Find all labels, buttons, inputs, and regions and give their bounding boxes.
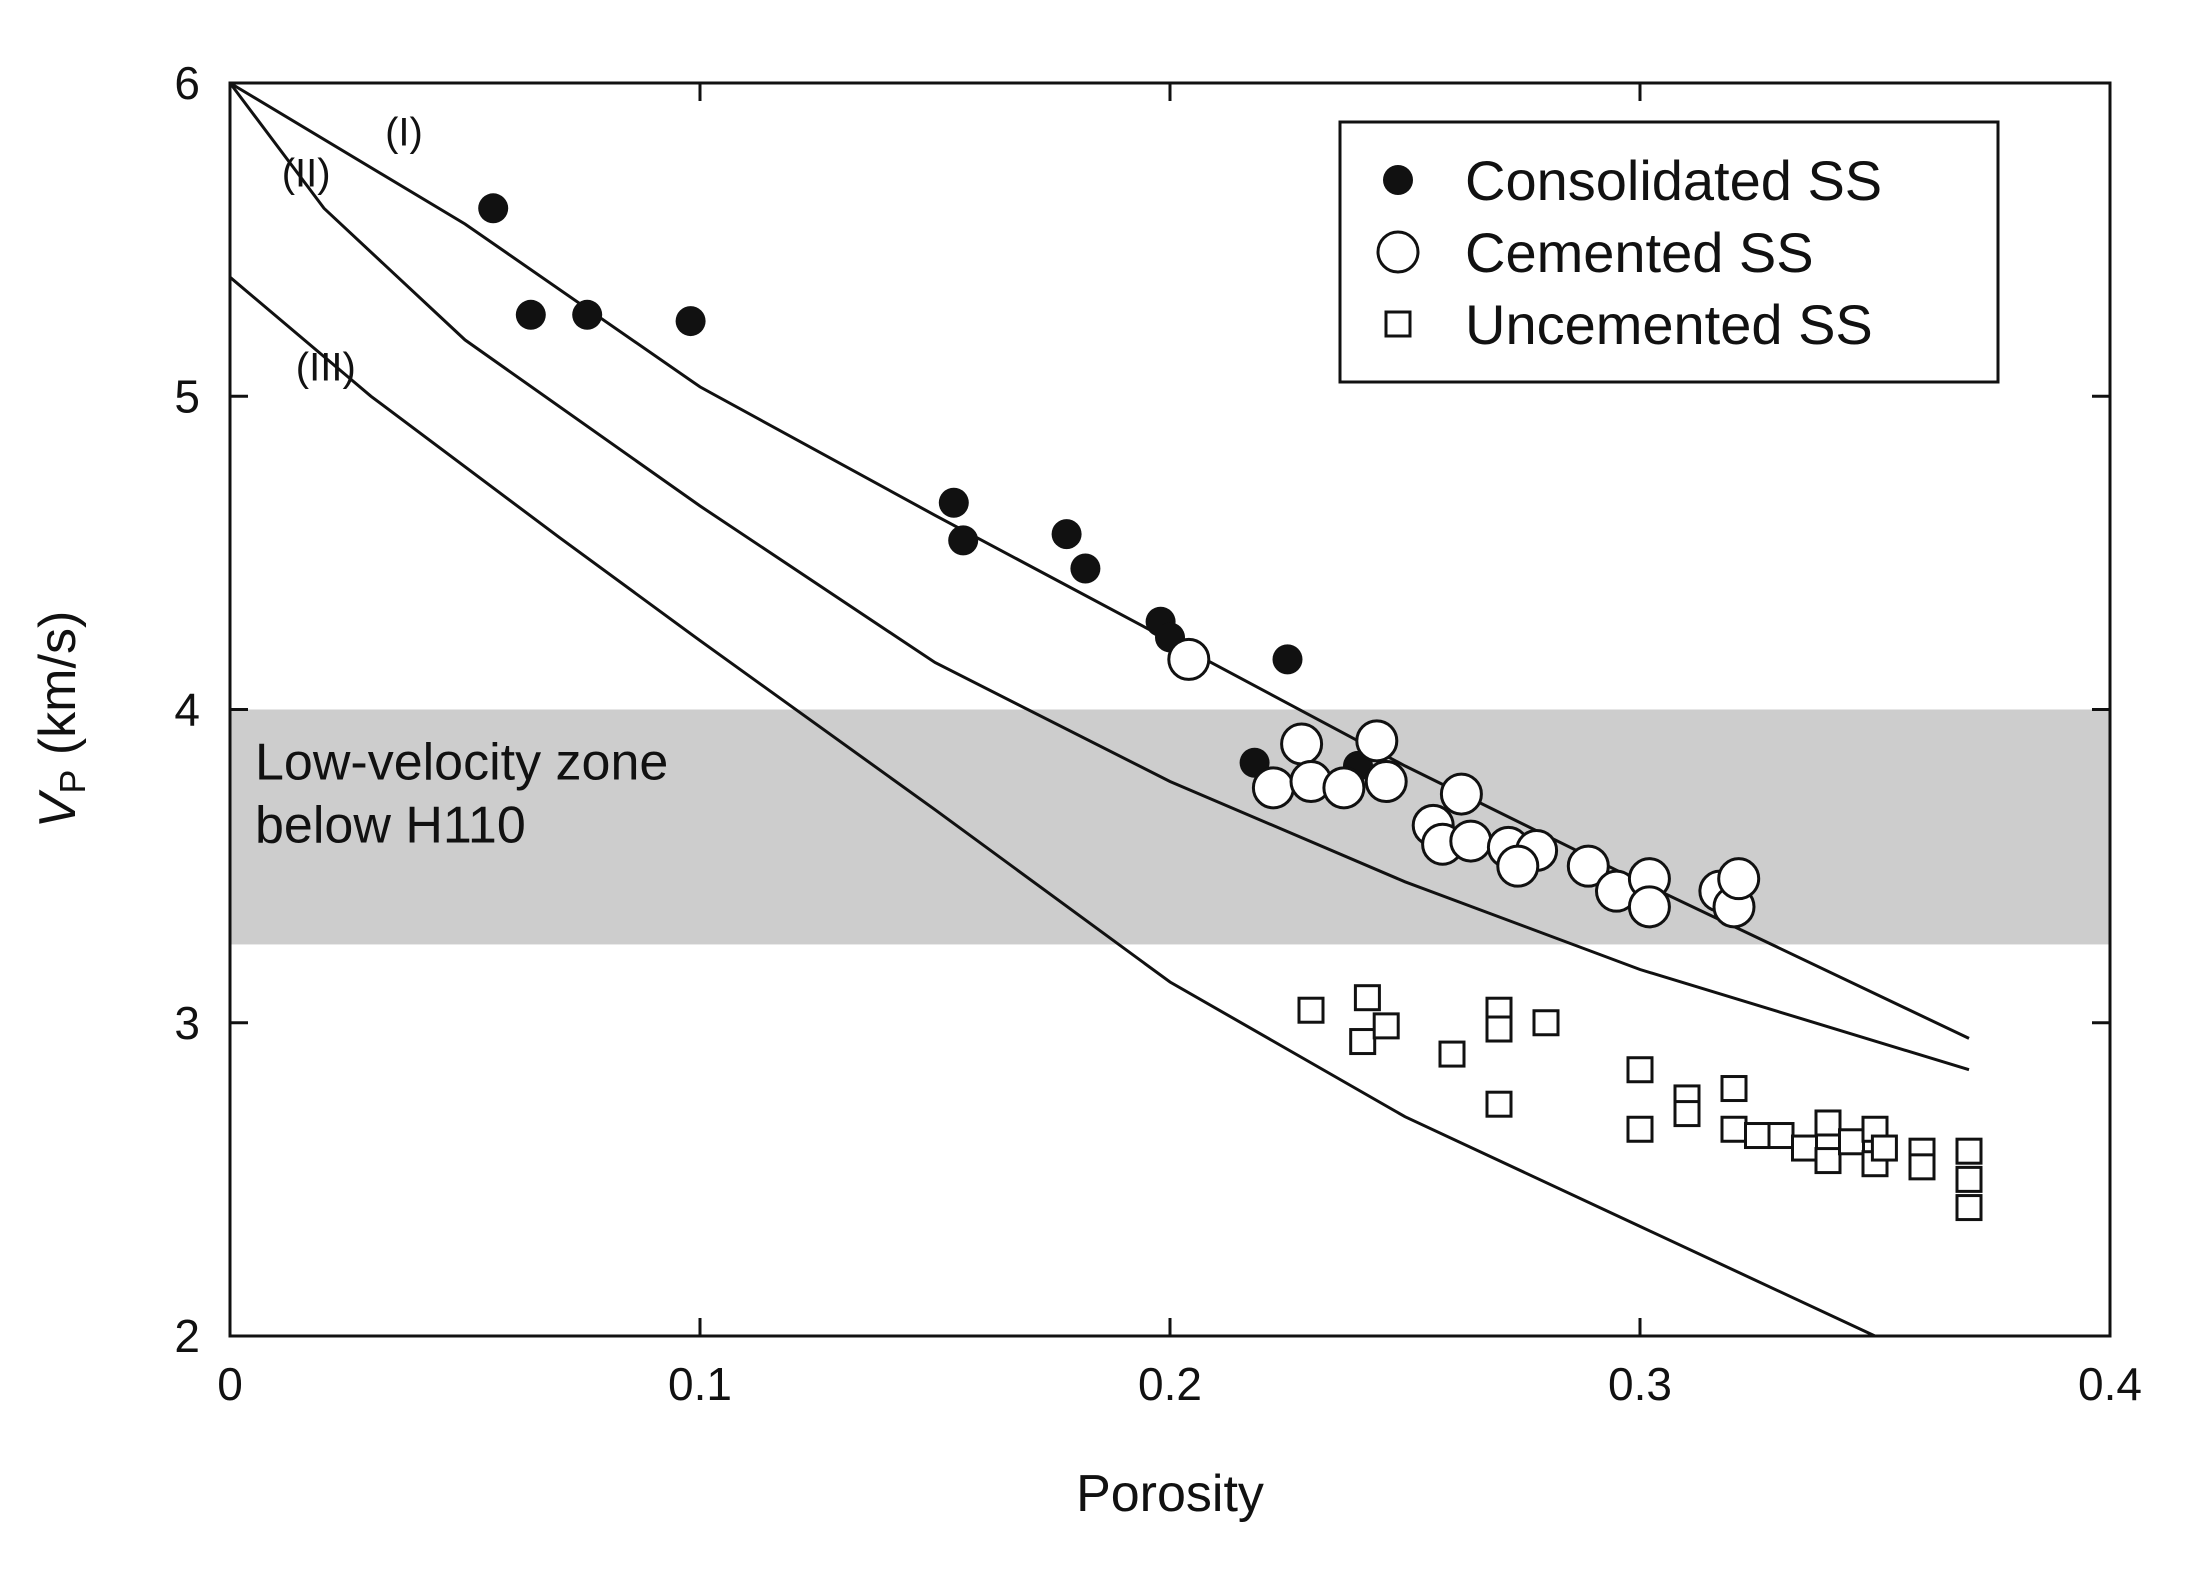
point-cemented-ss — [1627, 885, 1671, 929]
point-uncemented-ss — [1955, 1137, 1983, 1165]
x-tick-label: 0 — [217, 1358, 243, 1410]
point-uncemented-ss — [1814, 1109, 1842, 1137]
point-cemented-ss — [1355, 719, 1399, 763]
point-uncemented-ss — [1626, 1115, 1654, 1143]
point-uncemented-ss — [1720, 1075, 1748, 1103]
legend-label: Cemented SS — [1465, 221, 1814, 284]
point-consolidated-ss — [1070, 553, 1101, 584]
legend-marker-cemented-ss — [1376, 230, 1420, 274]
point-consolidated-ss — [1051, 519, 1082, 550]
point-uncemented-ss — [1532, 1009, 1560, 1037]
low-velocity-band — [230, 709, 2110, 945]
curve-label-III: (III) — [296, 346, 356, 390]
point-cemented-ss — [1364, 760, 1408, 804]
curve-label-I: (I) — [385, 111, 423, 155]
x-tick-label: 0.4 — [2078, 1358, 2142, 1410]
curve-label-II: (II) — [282, 151, 331, 195]
curve-II — [228, 82, 1970, 1072]
point-cemented-ss — [1566, 844, 1610, 888]
y-axis-title-main: V — [29, 789, 87, 828]
point-uncemented-ss — [1485, 1090, 1513, 1118]
point-uncemented-ss — [1791, 1134, 1818, 1162]
y-tick-label: 5 — [174, 370, 200, 422]
point-consolidated-ss — [938, 487, 969, 518]
x-tick-label: 0.3 — [1608, 1358, 1672, 1410]
point-uncemented-ss — [1626, 1056, 1654, 1084]
y-tick-label: 2 — [174, 1310, 200, 1362]
band-label-line2: below H110 — [255, 797, 526, 855]
x-tick-label: 0.1 — [668, 1358, 732, 1410]
point-cemented-ss — [1439, 772, 1483, 816]
point-consolidated-ss — [675, 306, 706, 337]
legend-label: Consolidated SS — [1465, 149, 1882, 212]
point-uncemented-ss — [1955, 1165, 1983, 1193]
point-cemented-ss — [1322, 766, 1366, 810]
point-cemented-ss — [1167, 637, 1211, 681]
point-consolidated-ss — [1272, 644, 1303, 675]
point-uncemented-ss — [1353, 984, 1381, 1012]
point-uncemented-ss — [1349, 1028, 1377, 1056]
point-uncemented-ss — [1814, 1147, 1842, 1175]
y-axis-title: VP (km/s) — [29, 611, 93, 829]
point-uncemented-ss — [1767, 1122, 1795, 1150]
point-cemented-ss — [1717, 857, 1761, 901]
y-tick-label: 3 — [174, 997, 200, 1049]
point-consolidated-ss — [478, 193, 509, 224]
legend-box — [1338, 120, 2000, 384]
point-uncemented-ss — [1673, 1100, 1701, 1128]
legend-label: Uncemented SS — [1465, 293, 1873, 356]
axis-ticks: 0 0.1 0.2 0.3 0.4 2 3 4 5 6 — [174, 57, 2142, 1410]
point-uncemented-ss — [1744, 1122, 1771, 1150]
low-velocity-band-rect — [230, 709, 2110, 945]
point-consolidated-ss — [948, 525, 979, 556]
legend: Consolidated SS Cemented SS Uncemented SS — [1338, 120, 2000, 384]
legend-marker-consolidated-ss — [1383, 165, 1413, 195]
point-uncemented-ss — [1297, 996, 1325, 1024]
point-uncemented-ss — [1485, 1015, 1513, 1043]
y-axis-title-units: (km/s) — [29, 611, 87, 770]
point-uncemented-ss — [1870, 1134, 1898, 1162]
point-uncemented-ss — [1955, 1194, 1983, 1222]
point-cemented-ss — [1496, 844, 1540, 888]
curve-III — [229, 276, 1876, 1338]
point-uncemented-ss — [1908, 1153, 1936, 1181]
point-uncemented-ss — [1372, 1012, 1400, 1040]
y-tick-label: 6 — [174, 57, 200, 109]
point-uncemented-ss — [1720, 1115, 1748, 1143]
x-axis-title: Porosity — [1076, 1465, 1264, 1523]
x-tick-label: 0.2 — [1138, 1358, 1202, 1410]
point-cemented-ss — [1449, 819, 1493, 863]
point-cemented-ss — [1280, 722, 1324, 766]
point-uncemented-ss — [1438, 1040, 1466, 1068]
point-cemented-ss — [1251, 766, 1295, 810]
legend-marker-uncemented-ss — [1384, 310, 1412, 338]
data-points — [478, 193, 1983, 1222]
y-axis-title-subscript: P — [52, 770, 93, 794]
y-tick-label: 4 — [174, 684, 200, 736]
point-consolidated-ss — [515, 299, 546, 330]
point-consolidated-ss — [572, 299, 603, 330]
point-uncemented-ss — [1838, 1128, 1865, 1156]
band-label-line1: Low-velocity zone — [255, 734, 668, 792]
